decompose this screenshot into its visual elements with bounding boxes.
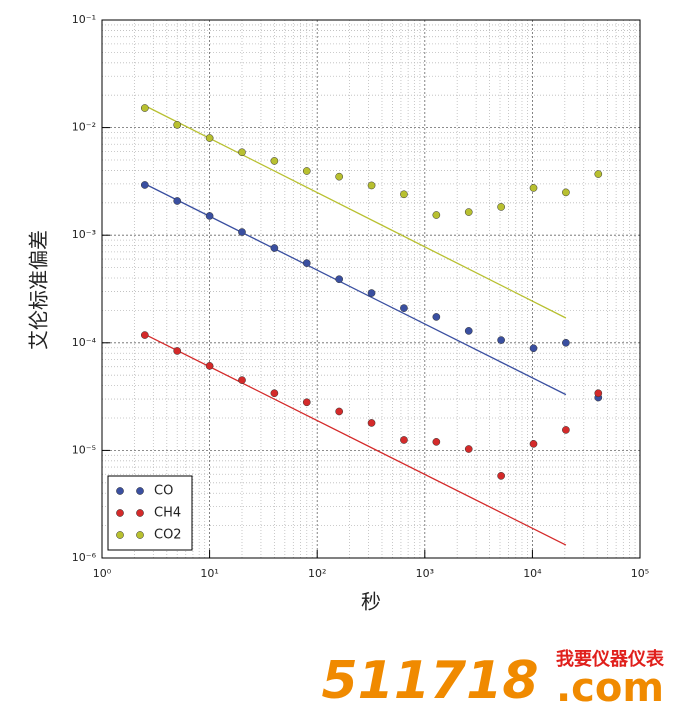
- legend-marker: [136, 531, 144, 539]
- point: [464, 208, 473, 216]
- point: [432, 211, 441, 219]
- point: [562, 188, 570, 197]
- point: [173, 197, 182, 205]
- legend-marker: [136, 509, 144, 517]
- plot-frame: [101, 19, 641, 559]
- y-tick-label: 10⁻²: [72, 121, 96, 134]
- fit-line: [144, 105, 567, 319]
- point: [562, 338, 570, 347]
- point: [400, 436, 408, 444]
- point: [594, 389, 603, 398]
- point: [432, 313, 441, 321]
- point: [400, 304, 408, 312]
- legend-marker: [116, 531, 124, 539]
- watermark-brand: 我要仪器仪表: [556, 648, 665, 670]
- fit-line: [144, 333, 567, 546]
- point: [367, 419, 376, 427]
- point: [432, 438, 441, 446]
- point: [205, 362, 214, 370]
- point: [270, 157, 279, 165]
- point: [367, 181, 376, 190]
- point: [497, 336, 505, 344]
- y-tick-label: 10⁻⁶: [72, 551, 97, 564]
- point: [302, 398, 311, 407]
- point: [529, 344, 538, 353]
- point: [464, 327, 473, 335]
- watermark-domain: .com: [556, 665, 664, 711]
- point: [497, 203, 505, 211]
- point: [302, 259, 311, 267]
- legend-label: CH4: [154, 506, 181, 521]
- y-axis-label: 艾伦标准偏差: [27, 230, 51, 350]
- y-tick-label: 10⁻¹: [72, 13, 96, 26]
- point: [400, 190, 408, 199]
- y-tick-label: 10⁻⁴: [72, 336, 97, 349]
- legend-marker: [116, 487, 124, 495]
- fit-line: [144, 183, 567, 396]
- point: [335, 275, 344, 284]
- point: [238, 148, 246, 157]
- point: [529, 184, 538, 192]
- y-tick-label: 10⁻⁵: [72, 443, 96, 456]
- point: [173, 347, 182, 355]
- point: [302, 167, 311, 175]
- point: [140, 331, 149, 339]
- point: [140, 181, 149, 189]
- legend-marker: [136, 487, 144, 495]
- point: [497, 472, 505, 480]
- x-tick-label: 10³: [416, 567, 434, 580]
- point: [205, 134, 214, 142]
- x-tick-label: 10⁵: [631, 567, 649, 580]
- legend-label: CO2: [154, 528, 182, 543]
- point: [562, 426, 570, 434]
- watermark-number: 511718: [321, 651, 538, 711]
- point: [367, 289, 376, 297]
- point: [238, 228, 246, 236]
- point: [140, 104, 149, 112]
- point: [335, 172, 344, 181]
- legend-marker: [116, 509, 124, 517]
- x-tick-label: 10⁴: [523, 567, 542, 580]
- legend-label: CO: [154, 484, 173, 499]
- point: [173, 121, 182, 129]
- x-tick-label: 10⁰: [93, 567, 112, 580]
- point: [594, 170, 603, 178]
- x-axis-label: 秒: [361, 590, 381, 614]
- point: [335, 407, 344, 416]
- x-tick-label: 10²: [308, 567, 326, 580]
- y-tick-label: 10⁻³: [72, 228, 96, 241]
- point: [270, 244, 279, 252]
- x-tick-label: 10¹: [200, 567, 218, 580]
- point: [464, 445, 473, 453]
- point: [529, 440, 538, 448]
- point: [238, 376, 246, 384]
- point: [270, 389, 279, 398]
- point: [205, 212, 214, 220]
